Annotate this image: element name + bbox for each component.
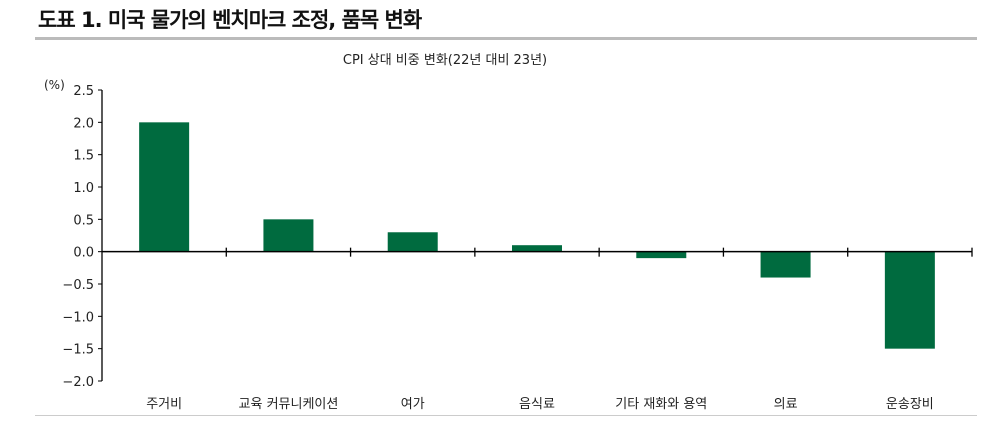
x-tick-label: 기타 재화와 용역 — [615, 397, 707, 412]
y-tick-label: 0.0 — [73, 246, 94, 261]
y-tick-label: −1.5 — [62, 343, 94, 358]
x-tick-label: 의료 — [774, 397, 798, 412]
y-tick-label: 1.5 — [73, 149, 94, 164]
bar-6 — [760, 251, 811, 278]
bottom-divider — [35, 415, 977, 416]
bar-3 — [387, 232, 438, 252]
bar-2 — [263, 219, 314, 252]
bar-7 — [884, 251, 935, 349]
y-tick-label: −0.5 — [62, 278, 94, 293]
x-tick-label: 음식료 — [519, 397, 555, 412]
y-tick-label: 2.5 — [73, 84, 94, 99]
y-tick-label: 2.0 — [73, 116, 94, 131]
x-tick-label: 주거비 — [146, 397, 182, 412]
chart-title: CPI 상대 비중 변화(22년 대비 23년) — [343, 53, 547, 68]
title-divider — [35, 37, 977, 40]
x-tick-label: 여가 — [401, 397, 425, 412]
x-tick-label: 교육 커뮤니케이션 — [239, 397, 339, 412]
y-tick-label: 1.0 — [73, 181, 94, 196]
page-title: 도표 1. 미국 물가의 벤치마크 조정, 품목 변화 — [38, 8, 422, 32]
y-axis-unit: (%) — [44, 78, 65, 92]
y-tick-label: 0.5 — [73, 213, 94, 228]
y-tick-label: −1.0 — [62, 310, 94, 325]
bar-1 — [139, 122, 190, 252]
x-tick-label: 운송장비 — [886, 397, 934, 412]
bar-5 — [636, 251, 687, 259]
bar-4 — [512, 245, 562, 252]
y-tick-label: −2.0 — [62, 375, 94, 390]
